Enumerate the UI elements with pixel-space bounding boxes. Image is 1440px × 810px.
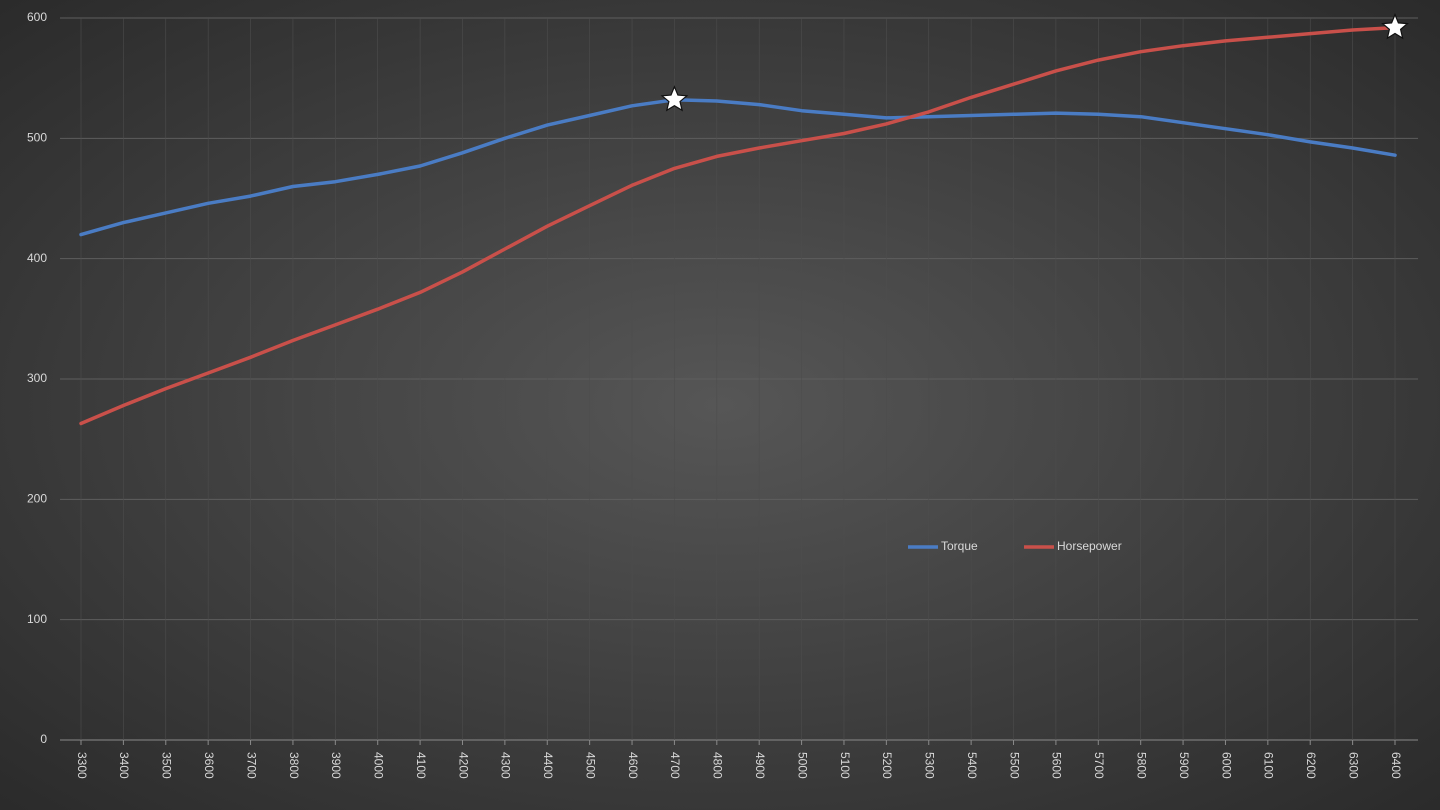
x-tick-label: 5200 [880,752,894,779]
x-tick-label: 3900 [329,752,343,779]
x-tick-label: 3800 [287,752,301,779]
x-tick-label: 6200 [1304,752,1318,779]
x-tick-label: 4900 [753,752,767,779]
x-tick-label: 3700 [244,752,258,779]
x-tick-label: 4200 [456,752,470,779]
y-tick-label: 500 [27,131,47,145]
x-tick-label: 6000 [1219,752,1233,779]
y-tick-label: 300 [27,371,47,385]
legend-label: Horsepower [1057,539,1122,553]
x-tick-label: 5500 [1007,752,1021,779]
legend-label: Torque [941,539,978,553]
x-tick-label: 5000 [795,752,809,779]
x-tick-label: 5700 [1092,752,1106,779]
x-tick-label: 3400 [117,752,131,779]
y-tick-label: 100 [27,612,47,626]
x-tick-label: 4700 [668,752,682,779]
y-tick-label: 600 [27,10,47,24]
x-tick-label: 3500 [160,752,174,779]
peak-star [660,85,689,112]
x-tick-label: 5100 [838,752,852,779]
x-tick-label: 5600 [1050,752,1064,779]
x-tick-label: 5400 [965,752,979,779]
x-tick-label: 4100 [414,752,428,779]
data-line [79,98,1397,237]
x-tick-label: 3600 [202,752,216,779]
x-tick-label: 4400 [541,752,555,779]
x-tick-label: 5900 [1177,752,1191,779]
data-line [79,25,1397,426]
x-tick-label: 4000 [372,752,386,779]
x-tick-label: 4300 [499,752,513,779]
x-tick-label: 5300 [923,752,937,779]
x-tick-label: 4800 [711,752,725,779]
x-tick-label: 4500 [583,752,597,779]
x-tick-label: 6400 [1389,752,1403,779]
y-tick-label: 400 [27,251,47,265]
y-tick-label: 200 [27,492,47,506]
x-tick-label: 4600 [626,752,640,779]
y-tick-label: 0 [40,732,47,746]
x-tick-label: 3300 [75,752,89,779]
x-tick-label: 6100 [1262,752,1276,779]
peak-star [1381,13,1409,40]
x-tick-label: 5800 [1135,752,1149,779]
x-tick-label: 6300 [1346,752,1360,779]
